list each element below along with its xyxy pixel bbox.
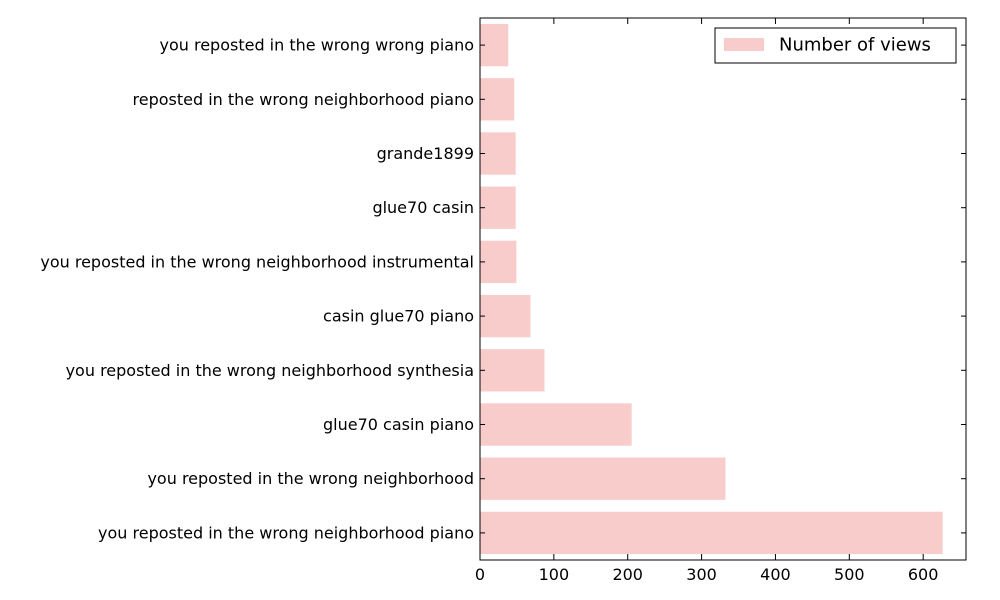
x-tick-label: 100 — [539, 565, 570, 584]
bar — [479, 456, 727, 501]
x-axis-ticks: 0 100 200 300 400 500 600 — [475, 18, 939, 584]
category-label: you reposted in the wrong neighborhood — [147, 469, 474, 488]
bar — [479, 510, 944, 556]
bar — [479, 293, 532, 339]
bars-group — [479, 22, 944, 556]
category-label: you reposted in the wrong neighborhood s… — [66, 361, 474, 380]
legend-swatch — [724, 38, 764, 51]
category-labels: you reposted in the wrong neighborhood p… — [40, 36, 474, 543]
category-label: you reposted in the wrong wrong piano — [159, 36, 474, 55]
legend: Number of views — [714, 27, 957, 64]
x-tick-label: 400 — [760, 565, 791, 584]
bar — [479, 348, 546, 393]
legend-label: Number of views — [779, 35, 931, 56]
category-label: reposted in the wrong neighborhood piano — [133, 90, 474, 109]
y-axis-ticks — [480, 44, 966, 534]
category-label: grande1899 — [377, 144, 474, 163]
x-tick-label: 0 — [475, 565, 485, 584]
bar — [479, 185, 517, 230]
category-label: you reposted in the wrong neighborhood p… — [98, 523, 474, 542]
plot-frame — [479, 17, 967, 561]
bar — [479, 239, 518, 285]
x-tick-label: 200 — [612, 565, 643, 584]
bar — [479, 77, 516, 122]
x-tick-label: 600 — [908, 565, 939, 584]
bar — [479, 131, 517, 176]
category-label: glue70 casin — [372, 198, 474, 217]
category-label: glue70 casin piano — [323, 415, 474, 434]
bar — [479, 402, 633, 447]
x-tick-label: 300 — [686, 565, 717, 584]
x-tick-label: 500 — [834, 565, 865, 584]
category-label: casin glue70 piano — [323, 307, 474, 326]
category-label: you reposted in the wrong neighborhood i… — [40, 252, 474, 271]
